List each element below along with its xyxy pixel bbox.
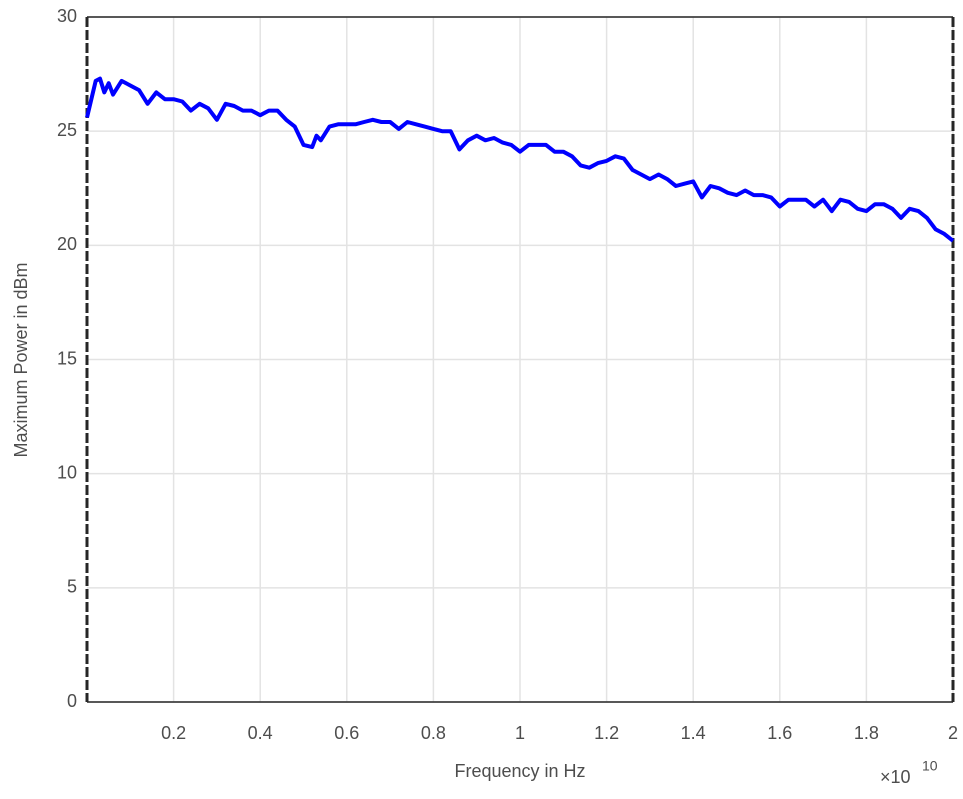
x-tick-label: 1.2: [594, 723, 619, 743]
x-tick-label: 1.4: [681, 723, 706, 743]
y-tick-label: 20: [57, 234, 77, 254]
x-tick-label: 0.2: [161, 723, 186, 743]
x-tick-label: 0.8: [421, 723, 446, 743]
x-tick-label: 0.4: [248, 723, 273, 743]
x-multiplier: ×10: [880, 767, 911, 787]
x-axis-label: Frequency in Hz: [454, 761, 585, 781]
x-tick-label: 1.6: [767, 723, 792, 743]
x-tick-label: 1: [515, 723, 525, 743]
y-tick-label: 0: [67, 691, 77, 711]
data-line: [85, 76, 955, 243]
x-tick-label: 1.8: [854, 723, 879, 743]
x-multiplier-exponent: 10: [922, 758, 938, 774]
y-tick-label: 30: [57, 6, 77, 26]
y-tick-label: 10: [57, 462, 77, 482]
y-tick-label: 5: [67, 577, 77, 597]
x-tick-label: 0.6: [334, 723, 359, 743]
y-tick-label: 15: [57, 348, 77, 368]
x-tick-label: 2: [948, 723, 958, 743]
y-tick-label: 25: [57, 120, 77, 140]
y-axis-label: Maximum Power in dBm: [11, 262, 31, 457]
